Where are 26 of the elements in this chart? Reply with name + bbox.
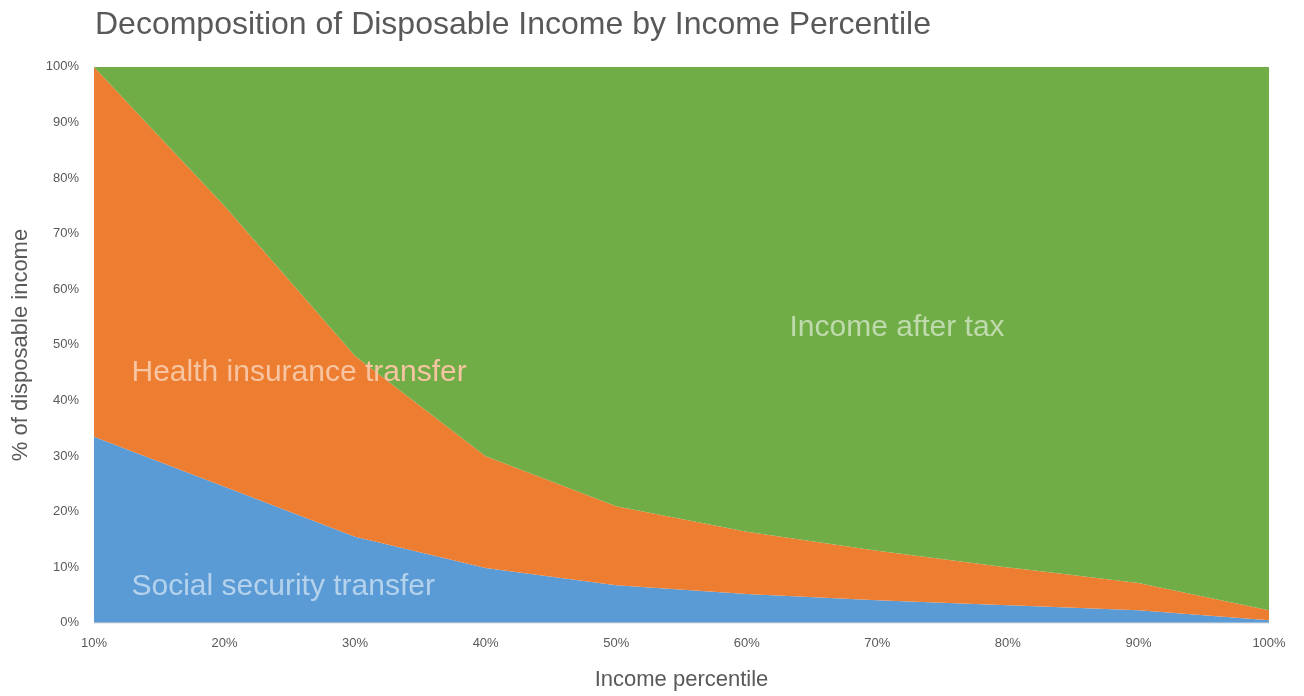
y-tick-label: 10% [52,558,80,574]
y-tick-label: 100% [45,58,80,74]
x-tick-label: 20% [211,635,238,650]
chart-title: Decomposition of Disposable Income by Income Percentile [95,5,931,41]
x-tick-label: 10% [80,635,108,650]
y-tick-label: 50% [52,336,80,352]
y-tick-label: 30% [52,447,80,463]
x-tick-label: 70% [864,635,891,650]
y-tick-label: 80% [52,169,80,185]
x-axis-title: Income percentile [594,666,769,691]
x-tick-label: 30% [342,635,369,650]
y-tick-label: 70% [52,225,80,241]
x-tick-label: 100% [1252,635,1287,650]
x-tick-label: 80% [994,635,1022,650]
y-tick-label: 40% [52,392,80,408]
series-label: Social security transfer [131,567,435,601]
y-tick-label: 90% [52,114,80,130]
x-tick-label: 40% [472,635,500,650]
x-tick-label: 60% [733,635,761,650]
y-tick-label: 60% [52,280,80,296]
x-tick-label: 90% [1125,635,1152,650]
series-label: Income after tax [789,309,1005,343]
y-tick-label: 0% [60,614,80,630]
y-axis-title: % of disposable income [7,228,32,462]
y-tick-label: 20% [52,503,80,519]
x-tick-label: 50% [603,635,630,650]
